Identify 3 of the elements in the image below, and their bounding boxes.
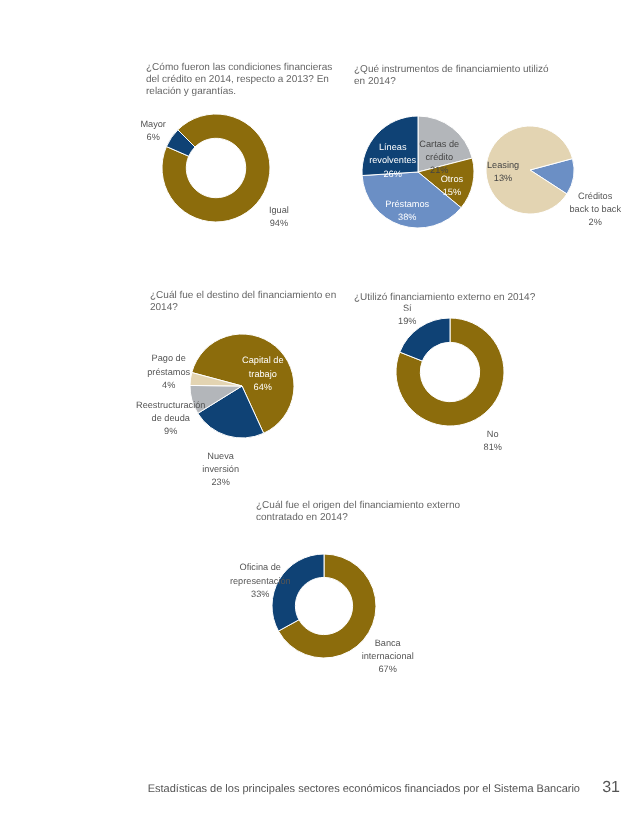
pie-slice	[485, 125, 573, 215]
donut-slice	[395, 317, 505, 427]
text: 31	[602, 778, 620, 796]
